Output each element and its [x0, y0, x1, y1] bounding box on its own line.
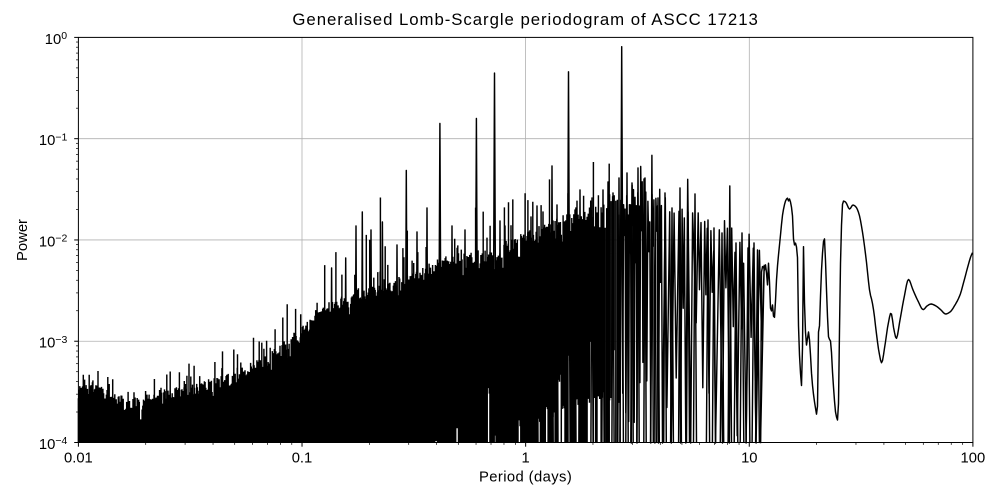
svg-text:100: 100 [961, 451, 986, 467]
svg-text:10: 10 [39, 234, 55, 250]
svg-text:−2: −2 [55, 233, 67, 245]
svg-text:Power: Power [15, 219, 31, 261]
svg-text:0.1: 0.1 [292, 451, 313, 467]
svg-text:−3: −3 [55, 334, 67, 346]
svg-text:1: 1 [521, 451, 529, 467]
svg-text:10: 10 [39, 336, 55, 352]
svg-text:−1: −1 [55, 131, 67, 143]
svg-text:10: 10 [741, 451, 757, 467]
svg-text:Period (days): Period (days) [479, 469, 572, 485]
svg-text:10: 10 [39, 133, 55, 149]
svg-text:0.01: 0.01 [64, 451, 93, 467]
svg-text:10: 10 [39, 437, 55, 453]
svg-text:0: 0 [61, 30, 67, 42]
svg-text:Generalised Lomb-Scargle perio: Generalised Lomb-Scargle periodogram of … [292, 10, 758, 29]
svg-text:10: 10 [45, 32, 61, 48]
svg-text:−4: −4 [55, 435, 67, 447]
